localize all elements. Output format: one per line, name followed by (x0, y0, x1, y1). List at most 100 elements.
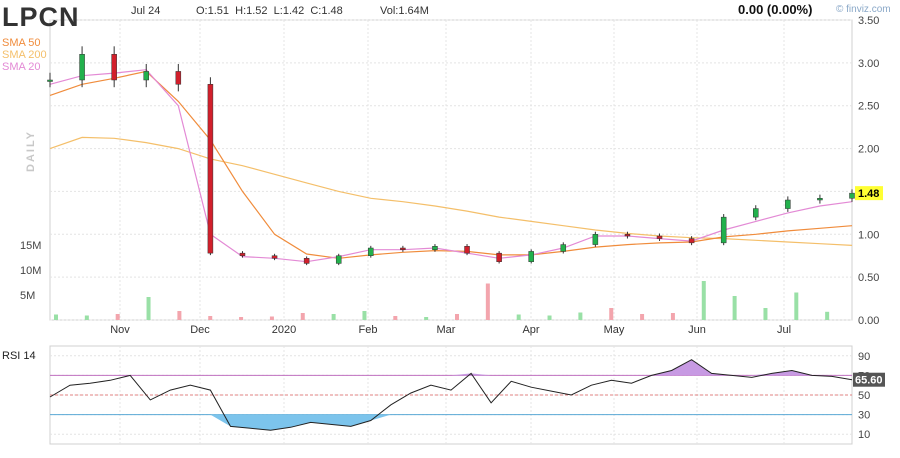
candle (175, 63, 182, 92)
volume-bar (84, 315, 89, 320)
time-axis: Nov Dec 2020 Feb Mar Apr May Jun Jul (110, 324, 791, 336)
rsi-tick-label: 90 (858, 351, 870, 363)
sma-50-line (49, 70, 853, 259)
price-tick-label: 1.00 (858, 229, 879, 241)
month-label: 2020 (272, 324, 296, 336)
candle-body (688, 238, 695, 244)
price-grid: DAILY (25, 19, 853, 321)
candle (528, 249, 534, 264)
volume-bar (547, 315, 552, 320)
volume-bar (208, 316, 213, 320)
candle-body (817, 198, 823, 201)
volume-tick-label: 10M (20, 265, 41, 277)
candle-body (592, 234, 599, 245)
rsi-overbought-area (50, 359, 852, 376)
month-label: Apr (522, 324, 539, 336)
candle-body (400, 247, 406, 250)
candle (817, 194, 823, 204)
rsi-tick-label: 10 (858, 429, 870, 441)
volume-bars: 15M 10M 5M (20, 240, 830, 320)
volume-bar (362, 311, 367, 320)
volume-bar (578, 312, 583, 320)
rsi-oversold-area (50, 414, 852, 431)
volume-bar (640, 314, 645, 320)
candle-body (753, 208, 759, 218)
candle (207, 77, 214, 256)
rsi-title: RSI 14 (2, 350, 36, 362)
rsi-value-tag (853, 372, 885, 387)
price-tick-label: 0.50 (858, 272, 879, 284)
candle (400, 245, 406, 252)
sma-200-line (49, 136, 853, 246)
candle (143, 63, 149, 88)
candle (368, 245, 374, 258)
candle (47, 72, 53, 88)
candle-body (785, 199, 791, 209)
quote-date: Jul 24 (131, 5, 161, 17)
price-axis: 0.000.501.001.502.002.503.003.501.48 (855, 15, 883, 327)
candle-body (47, 79, 53, 82)
volume-bar (701, 281, 706, 320)
price-tick-label: 2.50 (858, 101, 879, 113)
price-tick-label: 2.00 (858, 144, 879, 156)
month-label: Nov (110, 324, 130, 336)
candle (464, 244, 470, 256)
month-label: Jul (777, 324, 791, 336)
volume-tick-label: 5M (20, 290, 35, 302)
price-tick-label: 3.00 (858, 58, 879, 70)
candle (753, 205, 759, 221)
candle-body (720, 216, 727, 244)
candle-body (271, 255, 278, 259)
candle-body (368, 247, 374, 256)
month-label: Mar (437, 324, 456, 336)
volume-bar (331, 314, 336, 320)
price-tick-label: 3.50 (858, 15, 879, 27)
candle (271, 253, 278, 261)
month-label: Jun (688, 324, 706, 336)
candle-body (111, 54, 117, 81)
volume-tick-label: 15M (20, 240, 41, 252)
candle (239, 251, 246, 258)
ticker-symbol: LPCN (2, 2, 80, 32)
candle (849, 189, 855, 202)
rsi-value-label: 65.60 (855, 375, 883, 387)
candle-body (624, 234, 631, 237)
rsi-tick-label: 30 (858, 410, 870, 422)
quote-ohlc: O:1.51 H:1.52 L:1.42 C:1.48 (196, 5, 343, 17)
candle (720, 214, 727, 246)
candle-body (560, 244, 567, 252)
candle-body (496, 252, 502, 262)
interval-label: DAILY (25, 130, 37, 172)
volume-bar (146, 297, 151, 320)
volume-bar (239, 317, 244, 320)
volume-bar (732, 296, 737, 320)
candle (79, 46, 85, 88)
month-label: Feb (359, 324, 378, 336)
price-change: 0.00 (0.00%) (738, 2, 813, 17)
candle (496, 251, 502, 264)
volume-bar (300, 313, 305, 320)
candle-body (432, 246, 438, 250)
candle-body (528, 251, 534, 262)
candle (111, 46, 117, 88)
volume-bar (269, 316, 274, 320)
candle-body (79, 54, 85, 81)
price-frame (49, 19, 853, 321)
candle (303, 256, 310, 266)
last-price-label: 1.48 (858, 188, 879, 200)
volume-bar (485, 283, 490, 320)
volume-bar (670, 313, 675, 320)
price-tick-label: 0.00 (858, 315, 879, 327)
candle (560, 242, 567, 254)
rsi-line (49, 359, 853, 431)
candle-body (175, 71, 182, 85)
legend-sma-50: SMA 50 (2, 37, 41, 49)
month-label: May (604, 324, 625, 336)
volume-bar (177, 311, 182, 320)
legend-sma-20: SMA 20 (2, 61, 41, 73)
volume-bar (609, 308, 614, 320)
legend-sma-200: SMA 200 (2, 49, 47, 61)
